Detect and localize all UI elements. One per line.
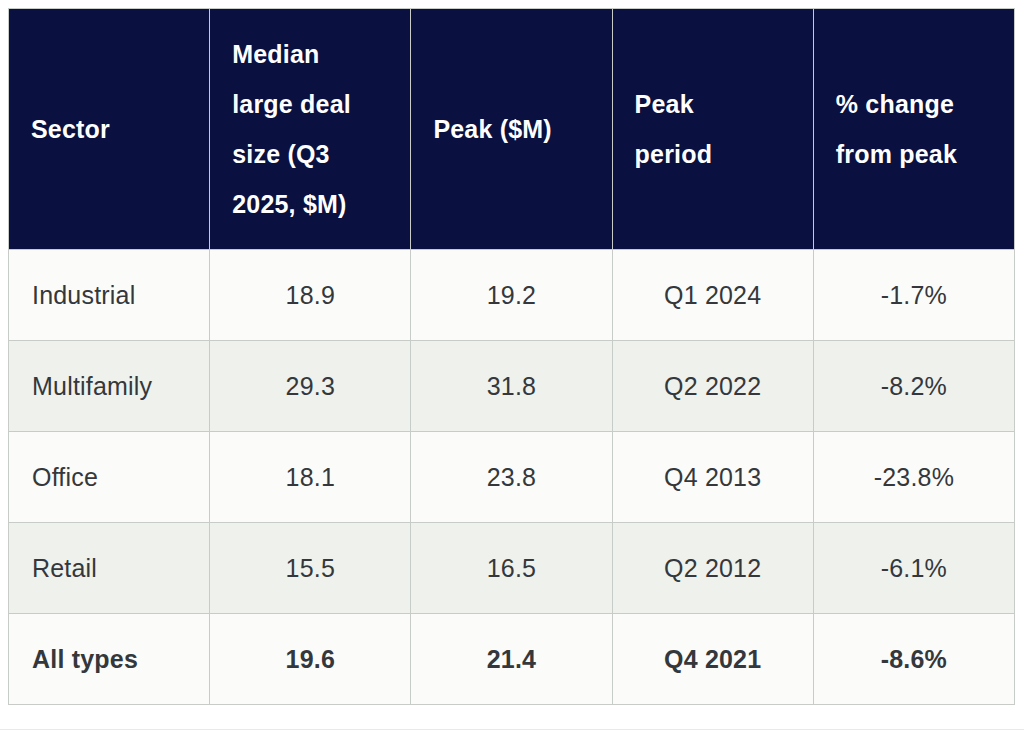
peak-period-cell: Q2 2022 [612, 341, 813, 432]
column-header-peak: Peak ($M) [411, 9, 612, 250]
table-row-all-types: All types 19.6 21.4 Q4 2021 -8.6% [9, 614, 1015, 705]
peak-cell: 19.2 [411, 250, 612, 341]
pct-change-cell: -6.1% [813, 523, 1014, 614]
table-row-office: Office 18.1 23.8 Q4 2013 -23.8% [9, 432, 1015, 523]
table-row-retail: Retail 15.5 16.5 Q2 2012 -6.1% [9, 523, 1015, 614]
median-deal-size-cell: 19.6 [210, 614, 411, 705]
peak-cell: 16.5 [411, 523, 612, 614]
pct-change-cell: -1.7% [813, 250, 1014, 341]
header-row: Sector Median large deal size (Q3 2025, … [9, 9, 1015, 250]
column-header-pct-change-from-peak: % change from peak [813, 9, 1014, 250]
median-deal-size-cell: 29.3 [210, 341, 411, 432]
peak-period-cell: Q4 2013 [612, 432, 813, 523]
peak-cell: 21.4 [411, 614, 612, 705]
median-deal-size-cell: 15.5 [210, 523, 411, 614]
sector-cell: Retail [9, 523, 210, 614]
sector-cell: Multifamily [9, 341, 210, 432]
table-row-industrial: Industrial 18.9 19.2 Q1 2024 -1.7% [9, 250, 1015, 341]
peak-cell: 23.8 [411, 432, 612, 523]
pct-change-cell: -8.6% [813, 614, 1014, 705]
peak-period-cell: Q2 2012 [612, 523, 813, 614]
table-row-multifamily: Multifamily 29.3 31.8 Q2 2022 -8.2% [9, 341, 1015, 432]
column-header-median-large-deal-size: Median large deal size (Q3 2025, $M) [210, 9, 411, 250]
sector-deal-size-table: Sector Median large deal size (Q3 2025, … [8, 8, 1015, 705]
column-header-peak-period: Peak period [612, 9, 813, 250]
peak-cell: 31.8 [411, 341, 612, 432]
pct-change-cell: -8.2% [813, 341, 1014, 432]
sector-cell: Industrial [9, 250, 210, 341]
sector-cell: Office [9, 432, 210, 523]
peak-period-cell: Q4 2021 [612, 614, 813, 705]
column-header-sector: Sector [9, 9, 210, 250]
median-deal-size-cell: 18.1 [210, 432, 411, 523]
pct-change-cell: -23.8% [813, 432, 1014, 523]
peak-period-cell: Q1 2024 [612, 250, 813, 341]
median-deal-size-cell: 18.9 [210, 250, 411, 341]
sector-cell: All types [9, 614, 210, 705]
